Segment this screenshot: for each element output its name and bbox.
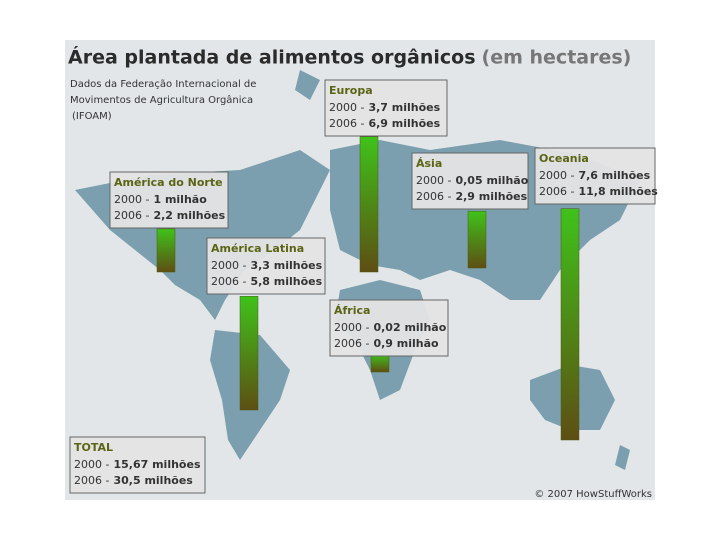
row-year: 2006 - (539, 185, 574, 198)
row-year: 2006 - (416, 190, 451, 203)
row-amount: 3,7 milhões (368, 101, 440, 114)
region-name: América Latina (211, 242, 304, 255)
region-name: África (334, 304, 370, 317)
bar (560, 208, 580, 441)
row-year: 2000 - (329, 101, 364, 114)
bar (467, 210, 487, 269)
region-name: Europa (329, 84, 373, 97)
row-year: 2000 - (211, 259, 246, 272)
credit: © 2007 HowStuffWorks (534, 489, 652, 500)
row-year: 2000 - (416, 174, 451, 187)
row-year: 2000 - (114, 193, 149, 206)
row-amount: 6,9 milhões (368, 117, 440, 130)
row-year: 2006 - (74, 474, 109, 487)
row-year: 2006 - (211, 275, 246, 288)
row-year: 2000 - (74, 458, 109, 471)
row-amount: 2,9 milhões (455, 190, 527, 203)
region-box (324, 79, 448, 137)
region-box (109, 171, 229, 229)
source-line: Dados da Federação Internacional de (70, 79, 256, 90)
region-box (206, 237, 326, 295)
region-name: Oceania (539, 152, 589, 165)
row-year: 2000 - (539, 169, 574, 182)
bar (370, 354, 390, 373)
row-amount: 0,05 milhão (455, 174, 528, 187)
bar (156, 228, 176, 273)
source-line: Movimentos de Agricultura Orgânica (70, 94, 253, 106)
row-amount: 0,9 milhão (373, 337, 439, 350)
row-year: 2000 - (334, 321, 369, 334)
region-name: Ásia (416, 157, 442, 170)
row-amount: 7,6 milhões (578, 169, 650, 182)
row-amount: 2,2 milhões (153, 209, 225, 222)
row-amount: 3,3 milhões (250, 259, 322, 272)
row-amount: 30,5 milhões (113, 474, 193, 487)
region-box (534, 147, 656, 205)
row-year: 2006 - (334, 337, 369, 350)
row-amount: 11,8 milhões (578, 185, 658, 198)
row-amount: 5,8 milhões (250, 275, 322, 288)
row-amount: 15,67 milhões (113, 458, 200, 471)
source-line: (IFOAM) (72, 111, 112, 122)
row-amount: 1 milhão (153, 193, 207, 206)
region-box (329, 299, 449, 357)
region-box (411, 152, 529, 210)
bar (239, 296, 259, 411)
title-suffix: (em hectares) (482, 47, 632, 69)
row-year: 2006 - (114, 209, 149, 222)
region-name: América do Norte (114, 176, 223, 189)
region-name: TOTAL (74, 441, 113, 454)
region-box (69, 436, 206, 494)
bar (359, 136, 379, 273)
row-year: 2006 - (329, 117, 364, 130)
row-amount: 0,02 milhão (373, 321, 446, 334)
title: Área plantada de alimentos orgânicos (68, 46, 476, 69)
